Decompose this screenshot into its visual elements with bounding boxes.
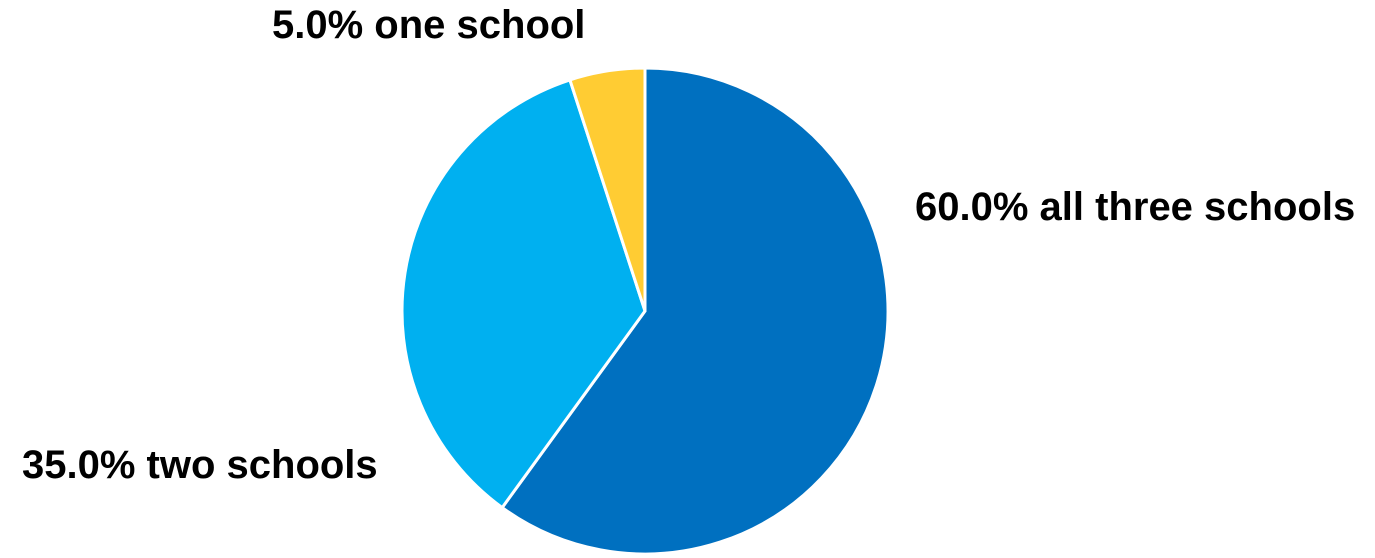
pie-slices: [400, 66, 890, 556]
data-label-all-three-schools: 60.0% all three schools: [915, 185, 1355, 229]
pie-labels: 60.0% all three schools 35.0% two schools…: [22, 3, 1355, 487]
data-label-two-schools: 35.0% two schools: [22, 443, 378, 487]
pie-slice-one-school: [568, 66, 647, 313]
data-label-one-school: 5.0% one school: [272, 3, 585, 47]
pie-slice-two-schools: [400, 78, 647, 510]
